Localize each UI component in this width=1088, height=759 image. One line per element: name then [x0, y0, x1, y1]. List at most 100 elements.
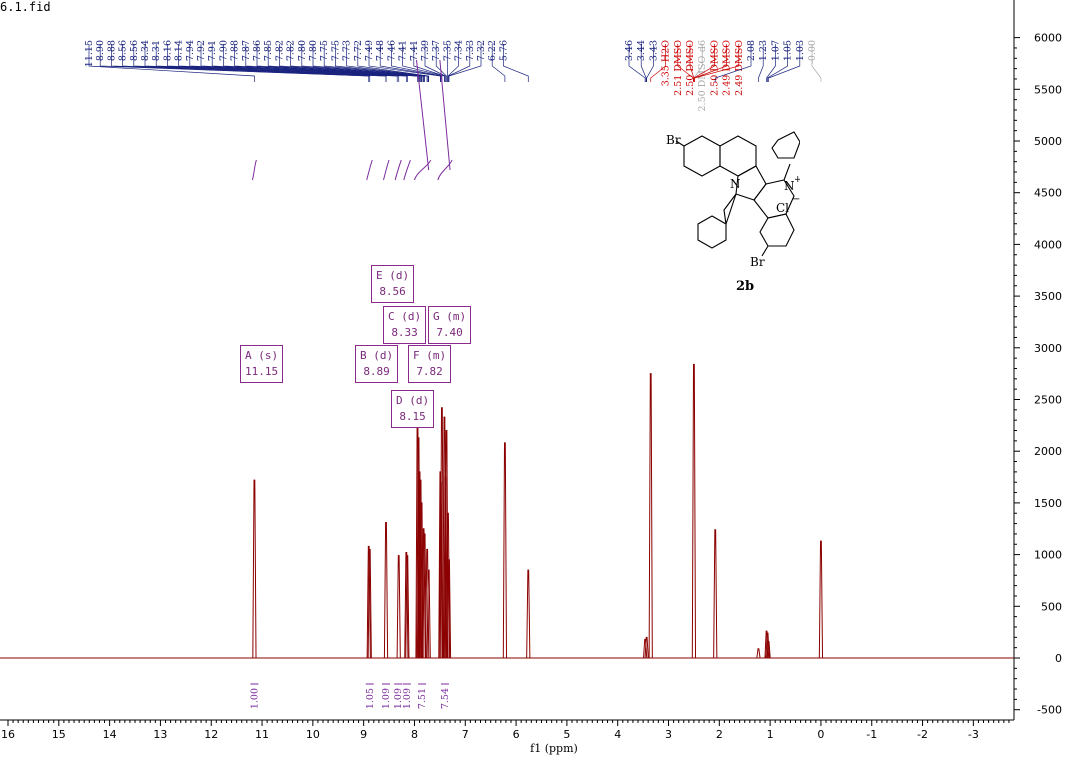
peak-leader: [448, 44, 471, 82]
peak-label-right: 1.05: [783, 40, 794, 61]
peak-leader: [290, 44, 424, 82]
peak-leader-right: [628, 44, 646, 82]
multiplet-box: D (d) 8.15: [391, 390, 435, 428]
peak-label: 7.94: [185, 40, 196, 61]
peak-label-right: 2.49 DMSO: [722, 40, 733, 96]
x-tick-label: 15: [52, 728, 66, 741]
spectrum-peak: [643, 638, 648, 659]
integral-curve-tall: [416, 59, 430, 171]
integral-curve: [414, 159, 432, 181]
peak-leader-right: [640, 44, 647, 82]
peak-label: 7.41: [398, 40, 409, 61]
peak-label: 8.34: [140, 40, 151, 61]
x-tick-label: 6: [513, 728, 520, 741]
spectrum-peak: [644, 636, 649, 659]
spectrum-peak: [818, 540, 824, 659]
y-tick-label: 2000: [1034, 445, 1062, 458]
peak-label: 8.88: [106, 40, 117, 61]
y-tick-label: 2500: [1034, 394, 1062, 407]
peak-leader-right: [693, 44, 715, 82]
peak-label: 7.82: [274, 40, 285, 61]
peak-label: 7.49: [364, 40, 375, 61]
multiplet-box: C (d) 8.33: [383, 306, 427, 344]
peak-label-right: 2.51 DMSO: [673, 40, 684, 96]
spectrum-peak: [418, 479, 423, 659]
peak-label: 7.75: [319, 40, 330, 61]
spectrum-peak: [396, 555, 401, 659]
y-tick-label: 5500: [1034, 83, 1062, 96]
integral-value: 1.09: [393, 688, 404, 709]
multiplet-letter: D (d): [396, 394, 430, 407]
spectrum-peak: [765, 632, 770, 659]
multiplet-box: B (d) 8.89: [355, 345, 399, 383]
peak-label: 8.56: [118, 40, 129, 61]
peak-leader: [346, 44, 429, 82]
compound-label: 2b: [736, 279, 754, 294]
peak-leader: [178, 44, 408, 82]
spectrum-peak: [502, 442, 508, 659]
peak-label: 7.32: [476, 40, 487, 61]
peak-label: 7.85: [263, 40, 274, 61]
multiplet-box: E (d) 8.56: [371, 265, 415, 303]
spectrum-peak: [404, 552, 409, 659]
multiplet-shift: 11.15: [245, 365, 279, 378]
peak-leader: [88, 44, 255, 82]
multiplet-shift: 7.82: [416, 365, 443, 378]
peak-label-right: 1.07: [770, 40, 781, 61]
spectrum-peak: [366, 545, 371, 659]
peak-label: 7.80: [297, 40, 308, 61]
y-tick-label: 0: [1055, 652, 1062, 665]
peak-leader: [447, 44, 459, 82]
peak-label: 7.82: [286, 40, 297, 61]
integral-curve: [366, 159, 373, 181]
peak-leader-right: [768, 44, 801, 82]
integral-value: 1.00: [249, 688, 260, 709]
peak-label: 8.56: [129, 40, 140, 61]
spectrum-peak: [713, 529, 718, 659]
spectrum-peak: [421, 528, 426, 659]
integral-value: 1.05: [365, 688, 376, 709]
x-tick-label: -3: [968, 728, 979, 741]
multiplet-shift: 7.40: [436, 326, 463, 339]
peak-leader-right: [766, 44, 776, 82]
atom-n-pyrrole: N: [730, 177, 741, 191]
multiplet-letter: C (d): [388, 310, 422, 323]
peak-leader-right: [811, 44, 822, 82]
spectrum-peak: [526, 569, 531, 659]
peak-label: 7.33: [465, 40, 476, 61]
peak-label: 8.31: [151, 40, 162, 61]
multiplet-box: A (s) 11.15: [240, 345, 284, 383]
x-tick-label: 5: [563, 728, 570, 741]
peak-label: 7.35: [442, 40, 453, 61]
peak-label: 7.80: [308, 40, 319, 61]
x-tick-label: 12: [204, 728, 218, 741]
spectrum-peak: [445, 512, 451, 659]
multiplet-letter: F (m): [413, 349, 447, 362]
spectrum-peak: [426, 569, 431, 659]
x-tick-label: 13: [153, 728, 167, 741]
y-tick-label: 6000: [1034, 32, 1062, 45]
peak-leader: [379, 44, 442, 82]
peak-label: 7.86: [252, 40, 263, 61]
x-tick-label: 9: [360, 728, 367, 741]
y-tick-label: 1000: [1034, 549, 1062, 562]
peak-label-right: 2.49 DMSO: [734, 40, 745, 96]
peak-leader: [448, 44, 482, 82]
x-tick-label: -2: [917, 728, 928, 741]
multiplet-letter: A (s): [245, 349, 279, 362]
peak-label: 8.14: [174, 40, 185, 61]
peak-label: 7.75: [330, 40, 341, 61]
peak-label-right: 3.44: [636, 40, 647, 61]
peak-leader: [424, 44, 446, 82]
multiplet-letter: E (d): [376, 269, 410, 282]
peak-label: 11.15: [84, 40, 95, 67]
spectrum-peak: [422, 533, 427, 659]
y-tick-label: 4500: [1034, 187, 1062, 200]
peak-leader: [256, 44, 422, 82]
integral-curve: [394, 159, 402, 181]
peak-leader: [357, 44, 430, 82]
peak-label: 7.34: [454, 40, 465, 61]
x-tick-label: 0: [817, 728, 824, 741]
atom-charge-minus: −: [792, 194, 800, 205]
peak-leader: [503, 44, 529, 82]
